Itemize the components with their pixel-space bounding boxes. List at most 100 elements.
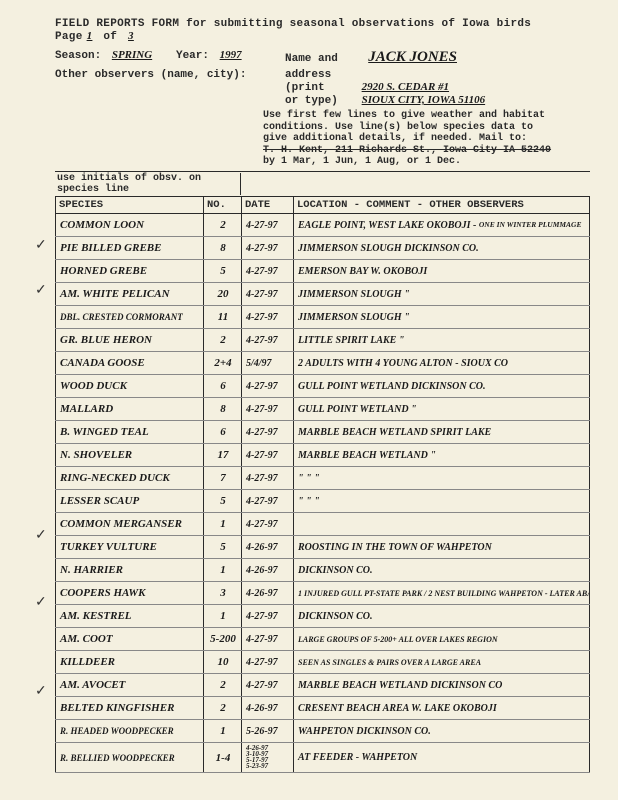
location-cell: EMERSON BAY W. OKOBOJI <box>294 259 590 282</box>
location-cell: GULL POINT WETLAND DICKINSON CO. <box>294 374 590 397</box>
date-cell: 4-26-97 <box>242 535 294 558</box>
date-cell: 4-27-97 <box>242 236 294 259</box>
location-cell: JIMMERSON SLOUGH DICKINSON CO. <box>294 236 590 259</box>
species-cell: GR. BLUE HERON <box>56 328 204 351</box>
count-cell: 5-200 <box>204 627 242 650</box>
location-cell: " " " <box>294 466 590 489</box>
count-cell: 2+4 <box>204 351 242 374</box>
col-no: NO. <box>204 197 242 214</box>
date-cell: 4-26-973-10-975-17-975-23-97 <box>242 742 294 773</box>
species-cell: COMMON MERGANSER <box>56 512 204 535</box>
count-cell: 2 <box>204 213 242 236</box>
date-cell: 4-27-97 <box>242 443 294 466</box>
count-cell: 5 <box>204 535 242 558</box>
table-row: B. WINGED TEAL64-27-97MARBLE BEACH WETLA… <box>56 420 590 443</box>
location-cell: MARBLE BEACH WETLAND " <box>294 443 590 466</box>
checkmark-icon: ✓ <box>35 236 47 253</box>
table-row: PIE BILLED GREBE84-27-97JIMMERSON SLOUGH… <box>56 236 590 259</box>
location-cell: 1 INJURED GULL PT-STATE PARK / 2 NEST BU… <box>294 581 590 604</box>
table-row: HORNED GREBE54-27-97EMERSON BAY W. OKOBO… <box>56 259 590 282</box>
table-row: GR. BLUE HERON24-27-97LITTLE SPIRIT LAKE… <box>56 328 590 351</box>
table-row: AM. KESTREL14-27-97DICKINSON CO. <box>56 604 590 627</box>
table-row: DBL. CRESTED CORMORANT114-27-97JIMMERSON… <box>56 305 590 328</box>
species-cell: WOOD DUCK <box>56 374 204 397</box>
address-1: 2920 S. CEDAR #1 <box>358 81 453 93</box>
col-location: LOCATION - COMMENT - OTHER OBSERVERS <box>294 197 590 214</box>
location-cell: LITTLE SPIRIT LAKE " <box>294 328 590 351</box>
species-cell: AM. WHITE PELICAN <box>56 282 204 305</box>
table-row: COMMON MERGANSER14-27-97 <box>56 512 590 535</box>
count-cell: 1 <box>204 719 242 742</box>
date-cell: 4-27-97 <box>242 282 294 305</box>
count-cell: 2 <box>204 673 242 696</box>
species-cell: CANADA GOOSE <box>56 351 204 374</box>
location-cell: " " " <box>294 489 590 512</box>
form-title: FIELD REPORTS FORM for submitting season… <box>55 18 590 43</box>
location-cell: DICKINSON CO. <box>294 604 590 627</box>
species-cell: AM. AVOCET <box>56 673 204 696</box>
species-cell: PIE BILLED GREBE <box>56 236 204 259</box>
checkmark-icon: ✓ <box>35 281 47 298</box>
location-cell: GULL POINT WETLAND " <box>294 397 590 420</box>
location-cell: LARGE GROUPS OF 5-200+ ALL OVER LAKES RE… <box>294 627 590 650</box>
table-row: AM. WHITE PELICAN204-27-97JIMMERSON SLOU… <box>56 282 590 305</box>
observations-table: SPECIES NO. DATE LOCATION - COMMENT - OT… <box>55 197 590 774</box>
date-cell: 4-27-97 <box>242 489 294 512</box>
count-cell: 5 <box>204 259 242 282</box>
location-cell: AT FEEDER - WAHPETON <box>294 742 590 773</box>
col-date: DATE <box>242 197 294 214</box>
count-cell: 20 <box>204 282 242 305</box>
year-value: 1997 <box>216 49 246 61</box>
species-cell: MALLARD <box>56 397 204 420</box>
col-species: SPECIES <box>56 197 204 214</box>
species-cell: AM. COOT <box>56 627 204 650</box>
date-cell: 4-27-97 <box>242 328 294 351</box>
species-cell: KILLDEER <box>56 650 204 673</box>
date-cell: 4-27-97 <box>242 466 294 489</box>
date-cell: 4-26-97 <box>242 581 294 604</box>
table-row: RING-NECKED DUCK74-27-97 " " " <box>56 466 590 489</box>
table-row: LESSER SCAUP54-27-97 " " " <box>56 489 590 512</box>
date-cell: 4-27-97 <box>242 604 294 627</box>
location-cell: 2 ADULTS WITH 4 YOUNG ALTON - SIOUX CO <box>294 351 590 374</box>
date-cell: 4-27-97 <box>242 305 294 328</box>
table-row: AM. AVOCET24-27-97MARBLE BEACH WETLAND D… <box>56 673 590 696</box>
location-cell: WAHPETON DICKINSON CO. <box>294 719 590 742</box>
count-cell: 1 <box>204 512 242 535</box>
species-cell: B. WINGED TEAL <box>56 420 204 443</box>
location-cell: DICKINSON CO. <box>294 558 590 581</box>
table-row: N. HARRIER14-26-97DICKINSON CO. <box>56 558 590 581</box>
table-row: MALLARD84-27-97GULL POINT WETLAND " <box>56 397 590 420</box>
count-cell: 1 <box>204 558 242 581</box>
observer-name: JACK JONES <box>364 49 461 65</box>
table-row: CANADA GOOSE2+45/4/972 ADULTS WITH 4 YOU… <box>56 351 590 374</box>
count-cell: 2 <box>204 696 242 719</box>
date-cell: 5-26-97 <box>242 719 294 742</box>
table-row: COMMON LOON24-27-97EAGLE POINT, WEST LAK… <box>56 213 590 236</box>
date-cell: 4-27-97 <box>242 374 294 397</box>
date-cell: 4-26-97 <box>242 696 294 719</box>
count-cell: 1-4 <box>204 742 242 773</box>
season-value: SPRING <box>108 49 156 61</box>
species-cell: COOPERS HAWK <box>56 581 204 604</box>
count-cell: 6 <box>204 374 242 397</box>
date-cell: 4-27-97 <box>242 627 294 650</box>
count-cell: 1 <box>204 604 242 627</box>
address-2: SIOUX CITY, IOWA 51106 <box>358 94 489 106</box>
date-cell: 4-27-97 <box>242 259 294 282</box>
table-row: COOPERS HAWK34-26-971 INJURED GULL PT-ST… <box>56 581 590 604</box>
species-cell: BELTED KINGFISHER <box>56 696 204 719</box>
species-cell: N. SHOVELER <box>56 443 204 466</box>
count-cell: 10 <box>204 650 242 673</box>
species-cell: R. BELLIED WOODPECKER <box>56 742 204 773</box>
count-cell: 8 <box>204 236 242 259</box>
count-cell: 2 <box>204 328 242 351</box>
date-cell: 4-27-97 <box>242 673 294 696</box>
instructions: Use first few lines to give weather and … <box>263 110 590 168</box>
table-row: BELTED KINGFISHER24-26-97CRESENT BEACH A… <box>56 696 590 719</box>
date-cell: 5/4/97 <box>242 351 294 374</box>
species-cell: N. HARRIER <box>56 558 204 581</box>
count-cell: 7 <box>204 466 242 489</box>
date-cell: 4-26-97 <box>242 558 294 581</box>
table-row: N. SHOVELER174-27-97MARBLE BEACH WETLAND… <box>56 443 590 466</box>
